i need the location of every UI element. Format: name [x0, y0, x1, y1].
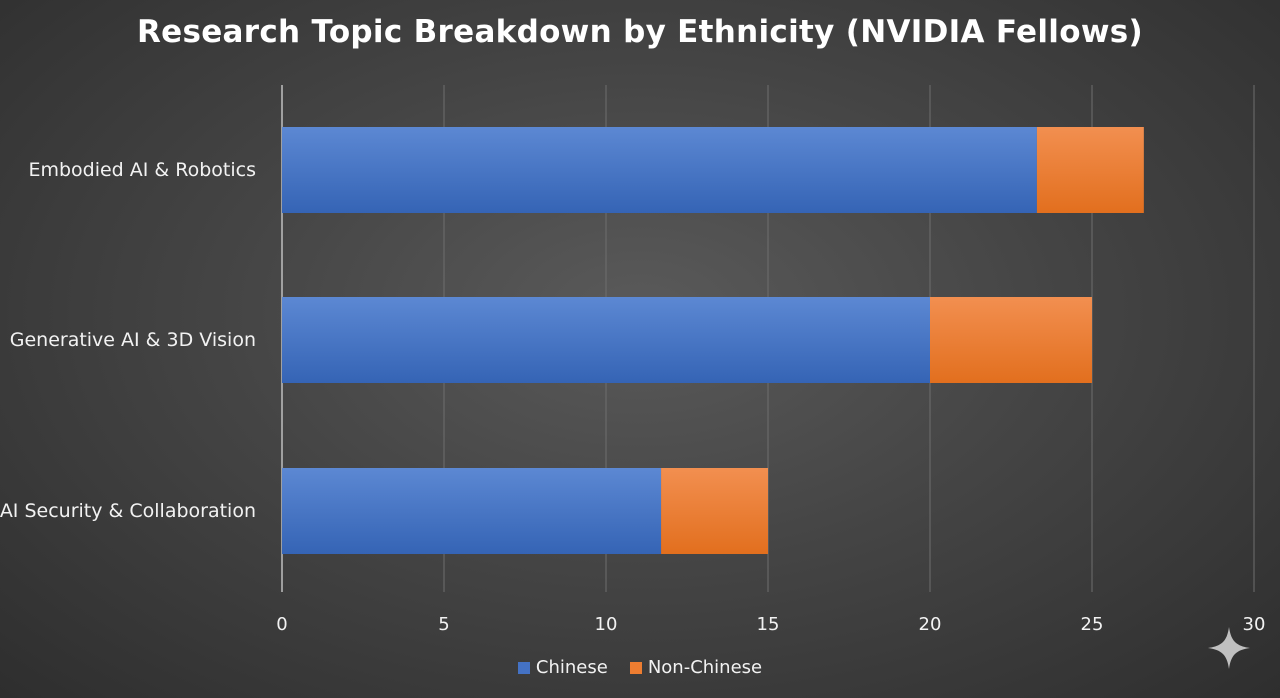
y-category-label: Embodied AI & Robotics — [28, 159, 256, 181]
x-tick-label-5: 5 — [438, 614, 450, 635]
bar-chinese-2[interactable] — [282, 297, 930, 383]
sparkle-icon — [1208, 627, 1250, 669]
bar-non-chinese-1[interactable] — [1036, 127, 1144, 213]
legend-item-chinese[interactable]: Chinese — [517, 657, 608, 678]
legend: Chinese Non-Chinese — [0, 657, 1280, 678]
y-category-label: AI Security & Collaboration — [0, 500, 256, 522]
bar-chinese-3[interactable] — [282, 468, 662, 554]
legend-item-non-chinese[interactable]: Non-Chinese — [629, 657, 763, 678]
y-category-label: Generative AI & 3D Vision — [9, 329, 256, 351]
legend-swatch-chinese — [517, 661, 530, 674]
x-tick-label-20: 20 — [918, 614, 942, 635]
bar-non-chinese-2[interactable] — [930, 297, 1092, 383]
x-tick-label-10: 10 — [594, 614, 618, 635]
legend-label-chinese: Chinese — [535, 657, 608, 678]
bar-non-chinese-3[interactable] — [661, 468, 768, 554]
x-tick-label-30: 30 — [1242, 614, 1266, 635]
legend-label-non-chinese: Non-Chinese — [647, 657, 763, 678]
x-tick-label-0: 0 — [276, 614, 288, 635]
bar-chinese-1[interactable] — [282, 127, 1037, 213]
legend-swatch-non-chinese — [629, 661, 642, 674]
x-tick-label-15: 15 — [756, 614, 780, 635]
chart-title: Research Topic Breakdown by Ethnicity (N… — [136, 14, 1143, 50]
x-tick-label-25: 25 — [1080, 614, 1104, 635]
